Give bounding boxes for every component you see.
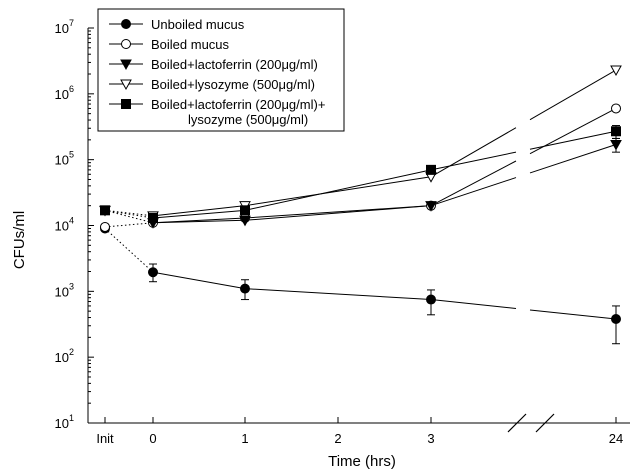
y-tick-label: 102	[55, 347, 74, 365]
series-line	[244, 288, 432, 301]
x-tick-label: 0	[149, 431, 156, 446]
series-line	[244, 176, 432, 207]
y-tick-label: 103	[55, 281, 74, 299]
series-line	[430, 160, 517, 207]
series-line	[430, 177, 517, 207]
data-markers	[99, 65, 622, 345]
axis-break-mark	[535, 413, 555, 433]
x-axis-title: Time (hrs)	[328, 453, 396, 470]
series-connector-dotted	[104, 222, 154, 228]
y-tick-label: 104	[55, 216, 74, 234]
axis-break-mark	[507, 413, 527, 433]
legend-label: Boiled+lysozyme (500μg/ml)	[151, 77, 315, 92]
legend-swatch-marker	[120, 59, 132, 71]
series-connector-dotted	[104, 209, 154, 219]
y-tick-label-exponent: 5	[69, 150, 74, 160]
x-tick-label: 24	[609, 431, 623, 446]
series-line	[152, 219, 246, 224]
legend-label: Boiled mucus	[151, 37, 230, 52]
legend-item: Unboiled mucus	[109, 17, 245, 32]
series-line	[430, 151, 517, 171]
data-point	[239, 215, 251, 227]
series-line	[430, 127, 517, 178]
legend-item: Boiled+lactoferrin (200μg/ml)	[109, 57, 318, 72]
y-tick-label-exponent: 1	[69, 413, 74, 423]
data-point	[611, 313, 621, 324]
y-tick-label: 101	[55, 413, 74, 431]
y-tick-label-exponent: 6	[69, 84, 74, 94]
series-line	[152, 209, 246, 219]
data-point	[240, 205, 250, 216]
data-point	[611, 126, 621, 137]
series-line	[529, 69, 617, 121]
series-line	[152, 205, 246, 217]
legend-item: Boiled mucus	[109, 37, 230, 52]
legend-item: Boiled+lactoferrin (200μg/ml)+lysozyme (…	[109, 97, 325, 127]
legend-item: Boiled+lysozyme (500μg/ml)	[109, 77, 315, 92]
data-point	[426, 294, 436, 305]
y-tick-label: 107	[55, 18, 74, 36]
y-tick-label-exponent: 4	[69, 216, 74, 226]
legend-label: Unboiled mucus	[151, 17, 245, 32]
series-line	[152, 271, 246, 290]
legend-swatch-marker	[121, 99, 131, 109]
legend-swatch-marker	[121, 19, 131, 29]
x-tick-label: Init	[96, 431, 114, 446]
data-point	[148, 267, 158, 278]
series-connector-dotted	[104, 209, 154, 224]
x-tick-label: 2	[334, 431, 341, 446]
data-point	[611, 103, 621, 114]
series-lines	[104, 69, 617, 320]
y-axis-title: CFUs/ml	[11, 211, 28, 269]
legend: Unboiled mucus Boiled mucus Boiled+lactofe…	[97, 8, 345, 132]
data-point	[240, 283, 250, 294]
data-point	[610, 65, 622, 77]
legend-swatch-marker	[120, 79, 132, 91]
y-tick-label: 105	[55, 150, 74, 168]
y-tick-label-exponent: 3	[69, 281, 74, 291]
y-tick-label: 106	[55, 84, 74, 102]
x-tick-label: 3	[427, 431, 434, 446]
legend-label: Boiled+lactoferrin (200μg/ml)	[151, 57, 318, 72]
series-line	[430, 299, 517, 309]
x-tick-label: 1	[241, 431, 248, 446]
series-line	[244, 169, 432, 211]
series-line	[529, 144, 617, 174]
legend-label: lysozyme (500μg/ml)	[188, 112, 308, 127]
legend-swatch-marker	[121, 39, 131, 49]
data-point	[148, 212, 158, 223]
data-point	[425, 201, 437, 212]
data-point	[610, 139, 622, 151]
data-point	[100, 221, 110, 232]
data-point	[426, 164, 436, 175]
y-tick-label-exponent: 2	[69, 347, 74, 357]
legend-label: Boiled+lactoferrin (200μg/ml)+	[151, 97, 325, 112]
legend-box	[97, 8, 345, 132]
series-connector-dotted	[104, 209, 154, 217]
data-point	[100, 205, 110, 216]
series-line	[529, 309, 617, 320]
series-connector-dotted	[104, 228, 154, 273]
series-line	[244, 205, 432, 221]
y-tick-label-exponent: 7	[69, 18, 74, 28]
series-line	[529, 130, 617, 150]
